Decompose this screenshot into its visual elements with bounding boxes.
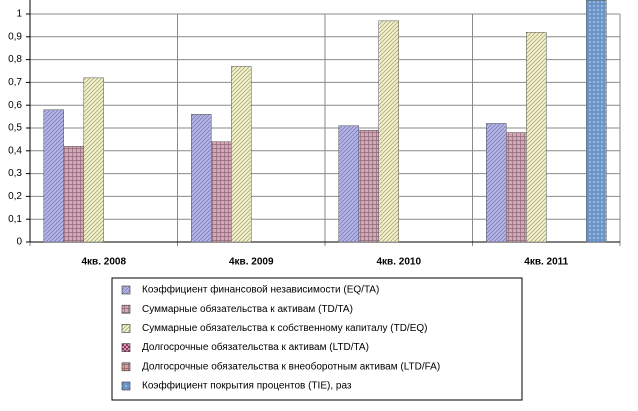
y-tick-label: 0,7 — [8, 77, 22, 88]
legend-label: Суммарные обязательства к собственному к… — [142, 322, 427, 334]
bar — [378, 20, 399, 243]
y-tick-label: 0,6 — [8, 100, 22, 111]
bar — [231, 66, 252, 243]
bar — [63, 145, 84, 243]
y-tick-label: 0,9 — [8, 31, 22, 42]
bar — [191, 114, 212, 243]
bar — [586, 0, 607, 243]
bar — [526, 31, 547, 243]
x-tick-label: 4кв. 2011 — [524, 257, 568, 268]
x-tick-label: 4кв. 2009 — [229, 257, 274, 268]
bar — [358, 130, 379, 243]
y-tick-label: 0,1 — [8, 214, 22, 225]
bar — [506, 132, 527, 243]
y-tick-label: 0,2 — [8, 191, 22, 202]
legend-label: Суммарные обязательства к активам (TD/TA… — [142, 303, 353, 315]
legend-label: Долгосрочные обязательства к внеоборотны… — [142, 360, 440, 372]
legend-swatch — [121, 362, 131, 372]
legend-swatch — [121, 381, 131, 391]
y-tick-label: 0,3 — [8, 168, 22, 179]
legend-label: Коэффициент покрытия процентов (TIE), ра… — [142, 380, 352, 392]
legend-swatch — [121, 304, 131, 314]
x-tick-label: 4кв. 2010 — [376, 257, 421, 268]
legend-box — [111, 277, 523, 401]
y-tick-label: 1 — [16, 9, 22, 20]
y-tick-label: 0,4 — [8, 145, 22, 156]
bar — [83, 77, 104, 243]
bar — [338, 125, 359, 243]
legend-label: Долгосрочные обязательства к активам (LT… — [142, 341, 369, 353]
bar — [211, 141, 232, 243]
legend-swatch — [121, 343, 131, 352]
legend-swatch — [121, 285, 131, 295]
legend-label: Коэффициент финансовой независимости (EQ… — [142, 284, 379, 296]
y-tick-label: 0,5 — [8, 123, 22, 134]
bar — [486, 123, 507, 243]
y-tick-label: 0 — [16, 237, 22, 248]
legend-swatch — [121, 324, 131, 333]
x-tick-label: 4кв. 2008 — [81, 257, 126, 268]
bar — [43, 109, 64, 243]
y-tick-label: 0,8 — [8, 54, 22, 65]
